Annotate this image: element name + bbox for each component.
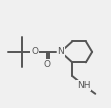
Text: O: O — [31, 47, 38, 56]
Text: NH: NH — [77, 81, 91, 90]
Text: N: N — [57, 47, 64, 56]
Text: O: O — [44, 60, 51, 69]
